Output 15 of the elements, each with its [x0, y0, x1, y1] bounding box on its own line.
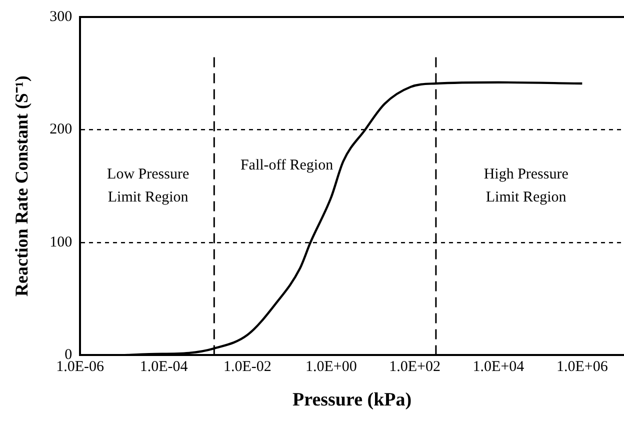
x-tick-label: 1.0E-02: [223, 359, 272, 376]
x-axis-title: Pressure (kPa): [292, 390, 412, 411]
x-tick-label: 1.0E+00: [305, 359, 357, 376]
x-tick-label: 1.0E-06: [56, 359, 105, 376]
y-axis-title: Reaction Rate Constant (S⁻¹): [11, 76, 32, 297]
annotation: High Pressure Limit Region: [484, 166, 569, 206]
y-tick-label: 100: [50, 234, 72, 250]
x-tick-label: 1.0E+06: [556, 359, 608, 376]
x-tick-label: 1.0E+04: [472, 359, 525, 376]
annotation: Low Pressure Limit Region: [107, 166, 190, 206]
y-tick-label: 300: [50, 8, 72, 25]
annotation: Fall-off Region: [240, 158, 334, 174]
x-tick-label: 1.0E+02: [389, 359, 440, 376]
y-tick-label: 200: [50, 122, 72, 138]
x-tick-label: 1.0E-04: [140, 359, 188, 376]
